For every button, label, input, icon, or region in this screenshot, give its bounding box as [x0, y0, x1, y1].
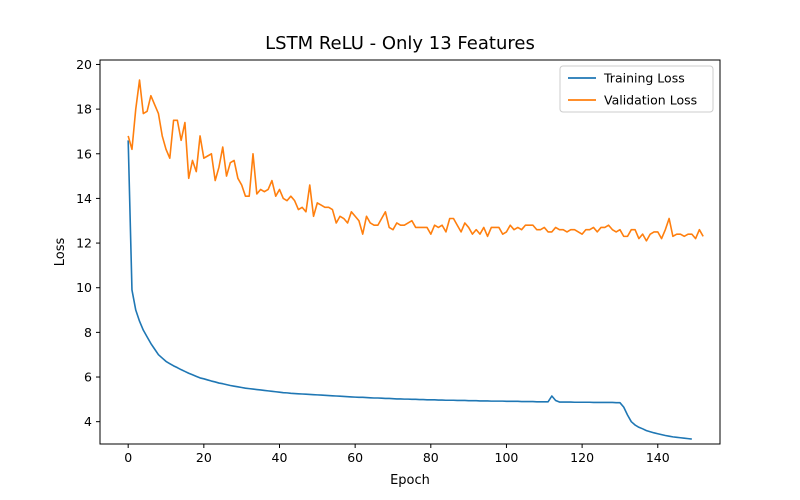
x-tick-label: 100 [495, 450, 519, 465]
y-tick-label: 6 [84, 370, 92, 385]
x-tick-label: 80 [423, 450, 439, 465]
legend: Training Loss Validation Loss [559, 65, 714, 113]
y-tick-label: 18 [76, 102, 92, 117]
legend-label: Training Loss [603, 71, 685, 86]
axis-ticks: 0 20 40 60 80 100 120 140 4 6 8 10 12 14 16 18 20 [76, 57, 670, 465]
chart-title: LSTM ReLU - Only 13 Features [265, 33, 535, 54]
y-tick-label: 8 [84, 325, 92, 340]
x-tick-label: 40 [272, 450, 288, 465]
x-axis-label: Epoch [390, 473, 430, 488]
x-tick-label: 120 [570, 450, 594, 465]
y-tick-label: 4 [84, 414, 92, 429]
series-lines [127, 79, 704, 440]
x-tick-label: 20 [196, 450, 212, 465]
axes-frame [99, 59, 721, 445]
x-tick-label: 0 [124, 450, 132, 465]
y-tick-label: 20 [76, 57, 92, 72]
x-tick-label: 60 [347, 450, 363, 465]
y-tick-label: 16 [76, 146, 92, 161]
y-tick-label: 12 [76, 236, 92, 251]
legend-box [559, 65, 714, 113]
y-axis-label: Loss [53, 238, 68, 267]
series-line-training-loss [127, 140, 692, 440]
x-tick-label: 140 [646, 450, 670, 465]
legend-label: Validation Loss [604, 93, 697, 108]
y-tick-label: 10 [76, 280, 92, 295]
series-line-validation-loss [127, 79, 704, 242]
y-tick-label: 14 [76, 191, 92, 206]
